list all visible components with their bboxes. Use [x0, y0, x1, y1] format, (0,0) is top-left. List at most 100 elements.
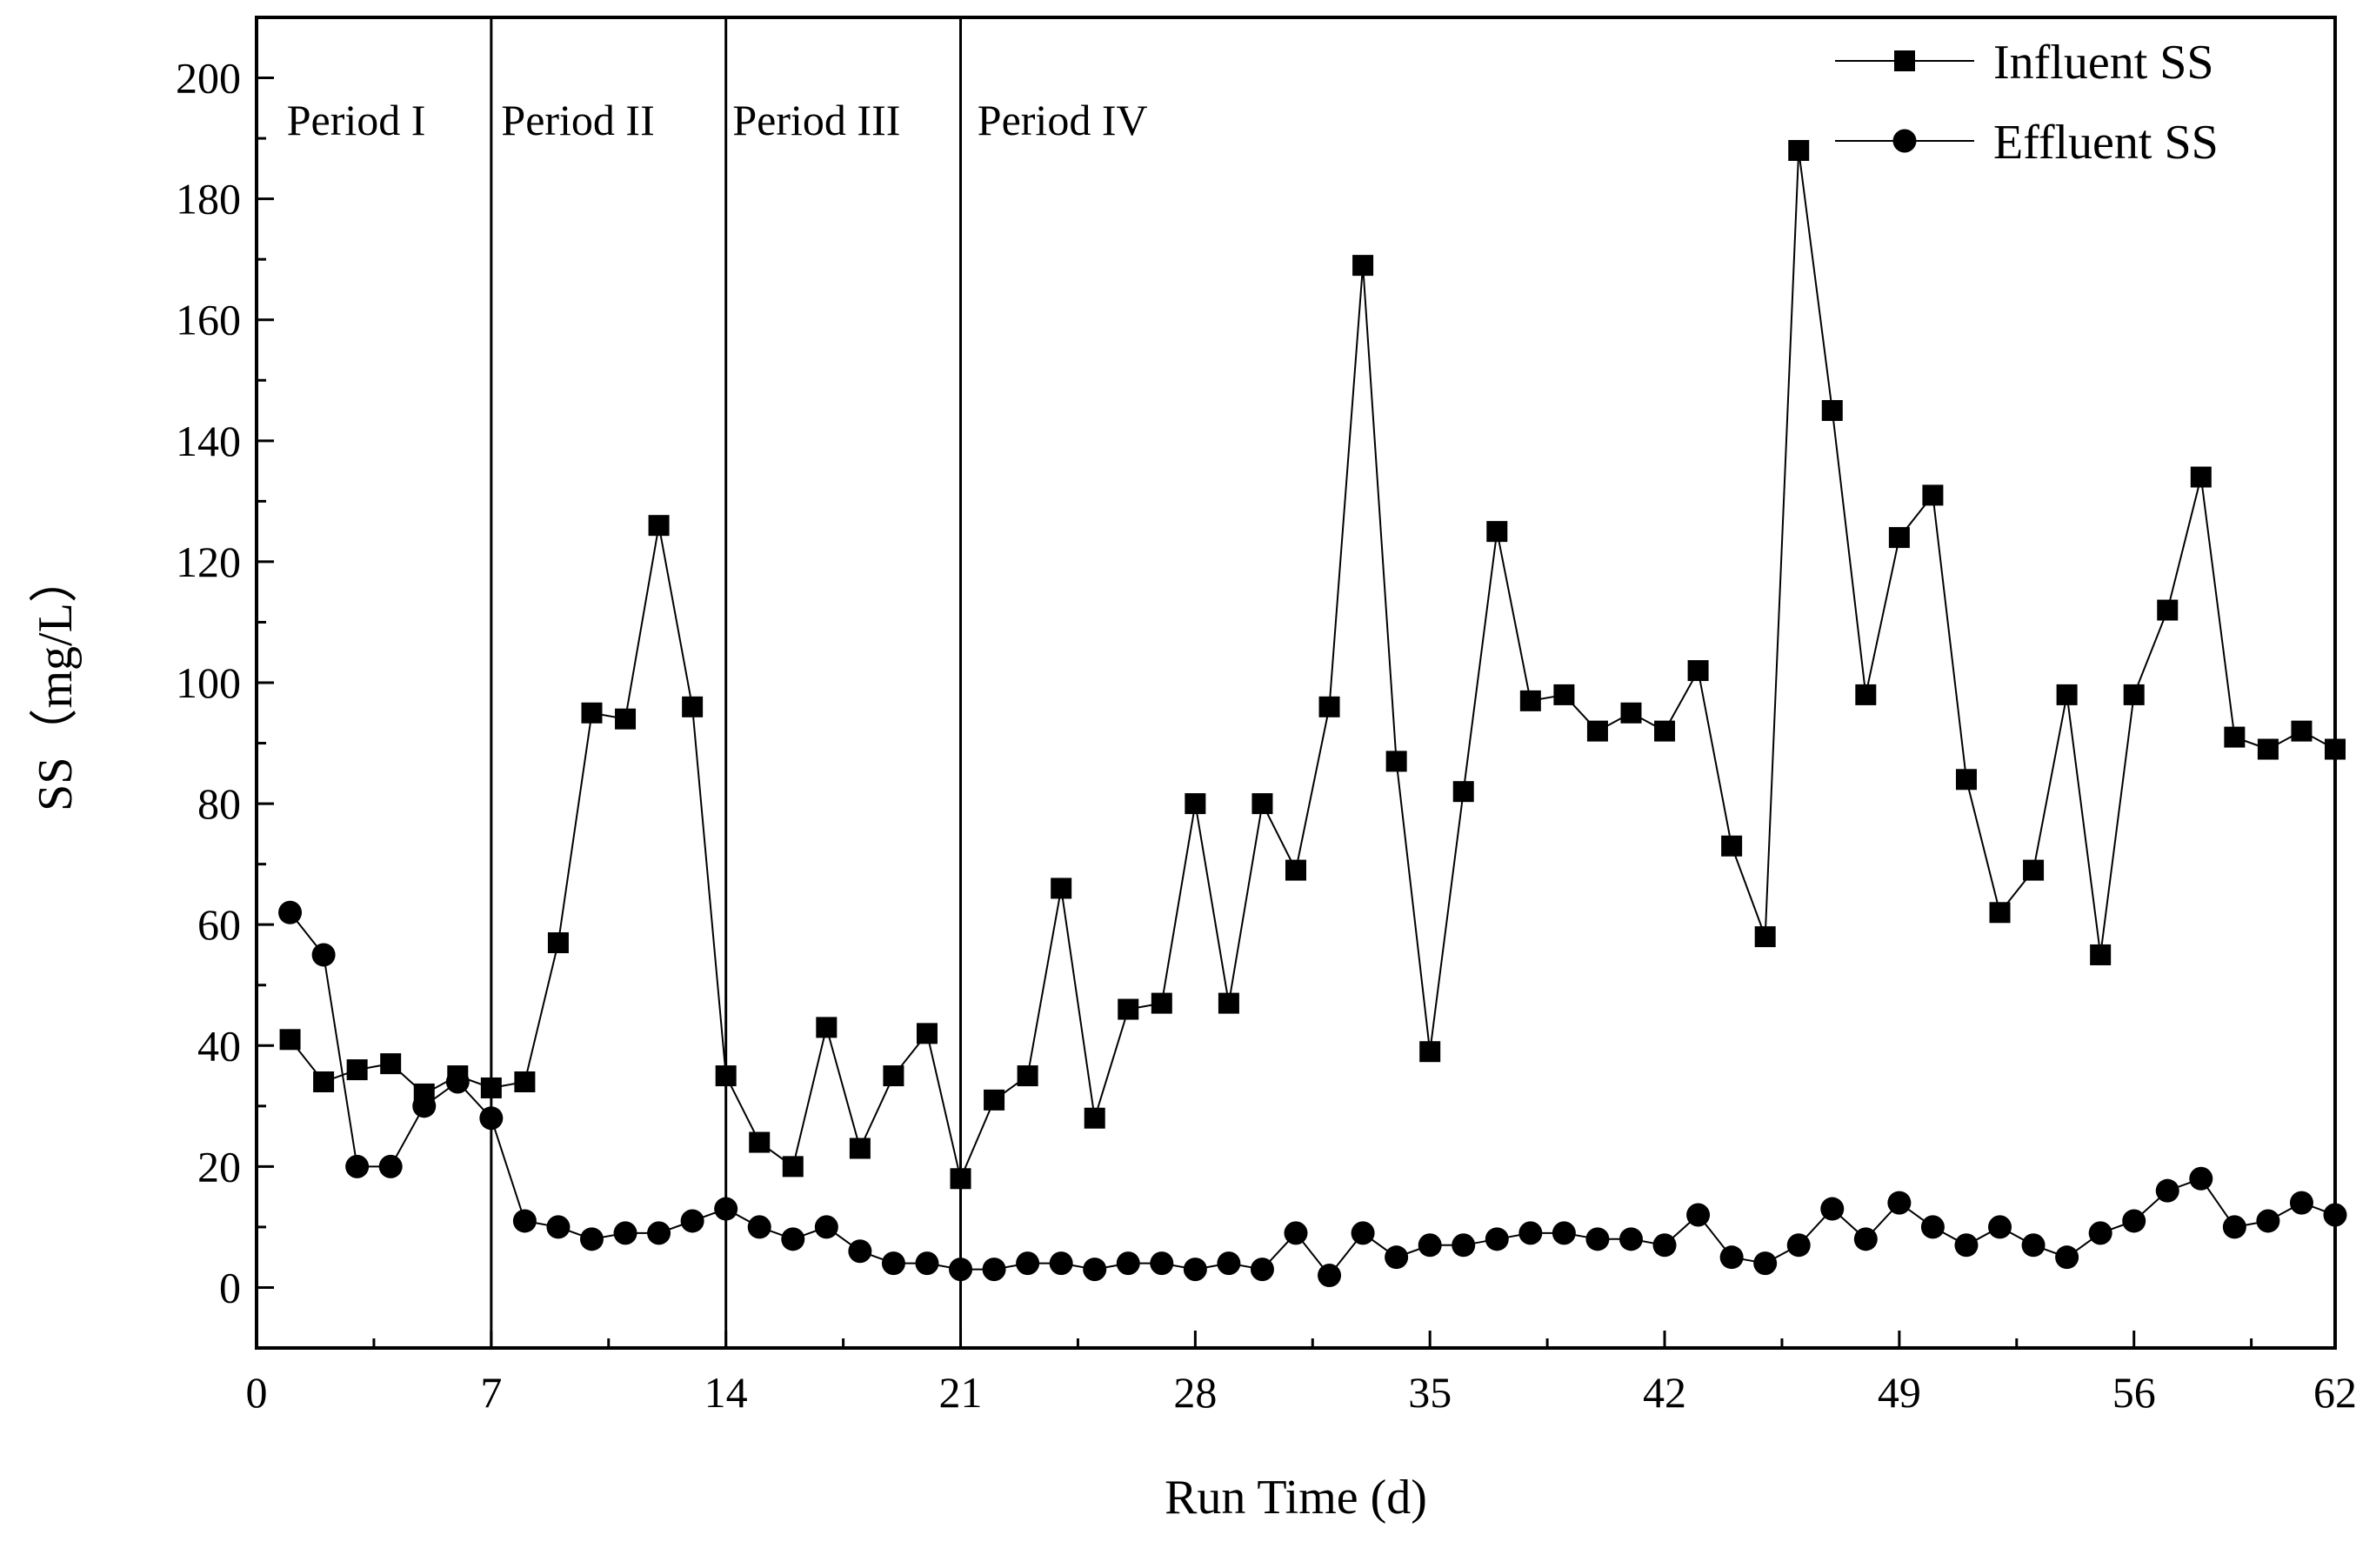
influent-point [816, 1017, 838, 1038]
series-markers [278, 140, 2347, 1288]
influent-point [1955, 769, 1977, 791]
influent-point [682, 696, 704, 717]
y-tick-label: 200 [176, 54, 241, 103]
effluent-point [512, 1209, 537, 1233]
effluent-point [1183, 1258, 1207, 1282]
x-tick-label: 0 [246, 1368, 268, 1417]
effluent-point [579, 1227, 604, 1251]
effluent-point [1016, 1251, 1040, 1276]
influent-point [1486, 521, 1508, 543]
effluent-point [613, 1221, 637, 1245]
effluent-point [1786, 1233, 1811, 1258]
period-label: Period III [732, 96, 900, 144]
influent-point [1687, 660, 1709, 682]
influent-point [1620, 702, 1642, 724]
effluent-point [915, 1251, 939, 1276]
influent-ss-line [289, 150, 2336, 1182]
legend-square-marker [1894, 50, 1915, 71]
influent-point [1084, 1107, 1105, 1129]
y-tick-label: 80 [197, 779, 241, 828]
influent-point [916, 1023, 938, 1044]
influent-point [346, 1059, 368, 1081]
y-tick-label: 100 [176, 658, 241, 707]
influent-point [1553, 684, 1575, 705]
influent-point [279, 1029, 301, 1051]
y-tick-label: 140 [176, 417, 241, 465]
influent-point [1721, 835, 1743, 857]
effluent-point [1385, 1245, 1409, 1270]
legend: Influent SS Effluent SS [1835, 36, 2219, 170]
effluent-point [2155, 1178, 2179, 1203]
x-tick-label: 21 [939, 1368, 983, 1417]
influent-point [2023, 859, 2045, 881]
influent-point [2090, 944, 2112, 965]
influent-point [950, 1168, 971, 1190]
effluent-point [647, 1221, 671, 1245]
influent-point [380, 1053, 402, 1075]
influent-point [749, 1131, 771, 1153]
effluent-point [1250, 1258, 1274, 1282]
x-tick-label: 62 [2313, 1368, 2357, 1417]
x-tick-label: 14 [704, 1368, 748, 1417]
influent-point [1285, 859, 1306, 881]
influent-point [1654, 720, 1676, 742]
effluent-point [546, 1215, 571, 1239]
x-tick-label: 35 [1408, 1368, 1452, 1417]
effluent-point [1853, 1227, 1878, 1251]
effluent-point [714, 1197, 738, 1221]
effluent-point [1284, 1221, 1308, 1245]
effluent-point [982, 1258, 1006, 1282]
period-label: Period II [501, 96, 654, 144]
influent-point [1185, 793, 1206, 815]
effluent-point [781, 1227, 805, 1251]
influent-point [2157, 599, 2179, 621]
effluent-point [2256, 1209, 2280, 1233]
effluent-point [445, 1070, 470, 1094]
y-tick-label: 0 [219, 1263, 241, 1311]
influent-point [1586, 720, 1608, 742]
y-tick-label: 120 [176, 537, 241, 586]
plot-frame [255, 16, 2337, 1350]
effluent-point [1988, 1215, 2012, 1239]
influent-point [849, 1138, 871, 1159]
y-tick-label: 20 [197, 1142, 241, 1191]
period-label: Period I [287, 96, 426, 144]
influent-point [1452, 781, 1474, 803]
influent-point [2291, 720, 2313, 742]
y-tick-label: 180 [176, 175, 241, 224]
effluent-point [2222, 1215, 2246, 1239]
influent-point [1989, 902, 2011, 924]
effluent-point [1887, 1191, 1912, 1215]
effluent-point [949, 1258, 973, 1282]
influent-point [1821, 400, 1843, 422]
influent-point [1318, 696, 1340, 717]
effluent-point [814, 1215, 838, 1239]
effluent-point [680, 1209, 704, 1233]
influent-point [2224, 726, 2246, 748]
legend-label: Influent SS [1993, 36, 2214, 90]
effluent-point [412, 1094, 437, 1118]
effluent-point [881, 1251, 905, 1276]
influent-point [883, 1065, 904, 1087]
x-tick-label: 28 [1173, 1368, 1217, 1417]
influent-point [1251, 793, 1273, 815]
influent-point [480, 1077, 502, 1098]
effluent-point [1686, 1203, 1711, 1227]
effluent-ss-line [289, 911, 2336, 1278]
effluent-point [1318, 1264, 1342, 1288]
effluent-point [345, 1154, 370, 1178]
influent-point [547, 932, 569, 954]
effluent-point [1954, 1233, 1979, 1258]
effluent-point [1083, 1258, 1107, 1282]
influent-point [1922, 484, 1944, 506]
effluent-point [1418, 1233, 1442, 1258]
influent-point [1385, 751, 1407, 772]
influent-point [715, 1065, 737, 1087]
influent-point [2123, 684, 2145, 705]
effluent-point [1150, 1251, 1174, 1276]
influent-point [581, 702, 603, 724]
axis-tick-labels: 0 20 40 60 80 100 120 140 160 180 200 0 7 14 21 28 35 42 4… [176, 54, 2357, 1417]
influent-point [1855, 684, 1877, 705]
influent-point [648, 515, 670, 537]
